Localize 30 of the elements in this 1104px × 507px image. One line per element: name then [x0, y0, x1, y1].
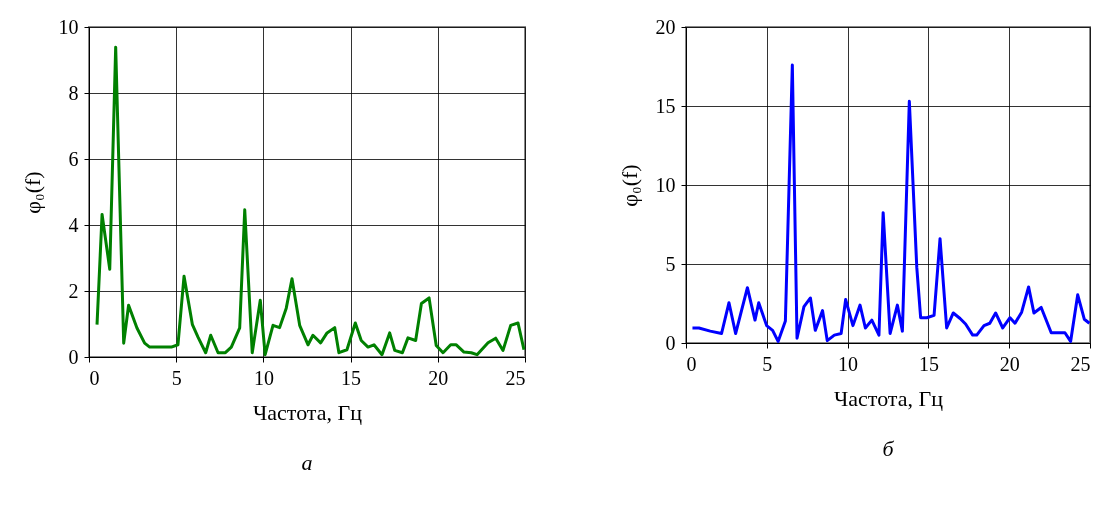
y-tick-label: 0 — [665, 331, 676, 354]
x-axis-title: Частота, Гц — [833, 385, 944, 411]
y-tick-label: 10 — [655, 173, 676, 196]
x-tick-label: 25 — [1070, 352, 1091, 375]
y-tick-label: 10 — [58, 15, 79, 38]
y-tick-label: 15 — [655, 94, 676, 117]
y-tick-label: 2 — [68, 279, 79, 302]
line-series — [690, 63, 1090, 343]
x-tick-label: 20 — [999, 352, 1020, 375]
x-tick-label: 20 — [428, 366, 449, 389]
y-tick-label: 6 — [68, 147, 79, 170]
y-tick-label: 8 — [68, 81, 79, 104]
x-tick-label: 25 — [505, 366, 526, 389]
y-axis-title: φ₀(f) — [19, 171, 45, 214]
x-tick-label: 10 — [253, 366, 274, 389]
x-tick-label: 0 — [686, 352, 697, 375]
x-axis-title: Частота, Гц — [252, 399, 363, 425]
y-axis-title: φ₀(f) — [616, 164, 642, 207]
line-series — [95, 45, 525, 357]
y-tick-label: 4 — [68, 213, 79, 236]
y-tick-label: 5 — [665, 252, 676, 275]
text: б — [882, 436, 895, 461]
x-tick-label: 10 — [838, 352, 859, 375]
x-tick-label: 0 — [89, 366, 100, 389]
y-tick-label: 20 — [655, 15, 676, 38]
x-tick-label: 5 — [762, 352, 773, 375]
x-tick-label: 15 — [918, 352, 939, 375]
x-tick-label: 15 — [341, 366, 362, 389]
x-tick-label: 5 — [171, 366, 182, 389]
text: а — [301, 450, 313, 475]
